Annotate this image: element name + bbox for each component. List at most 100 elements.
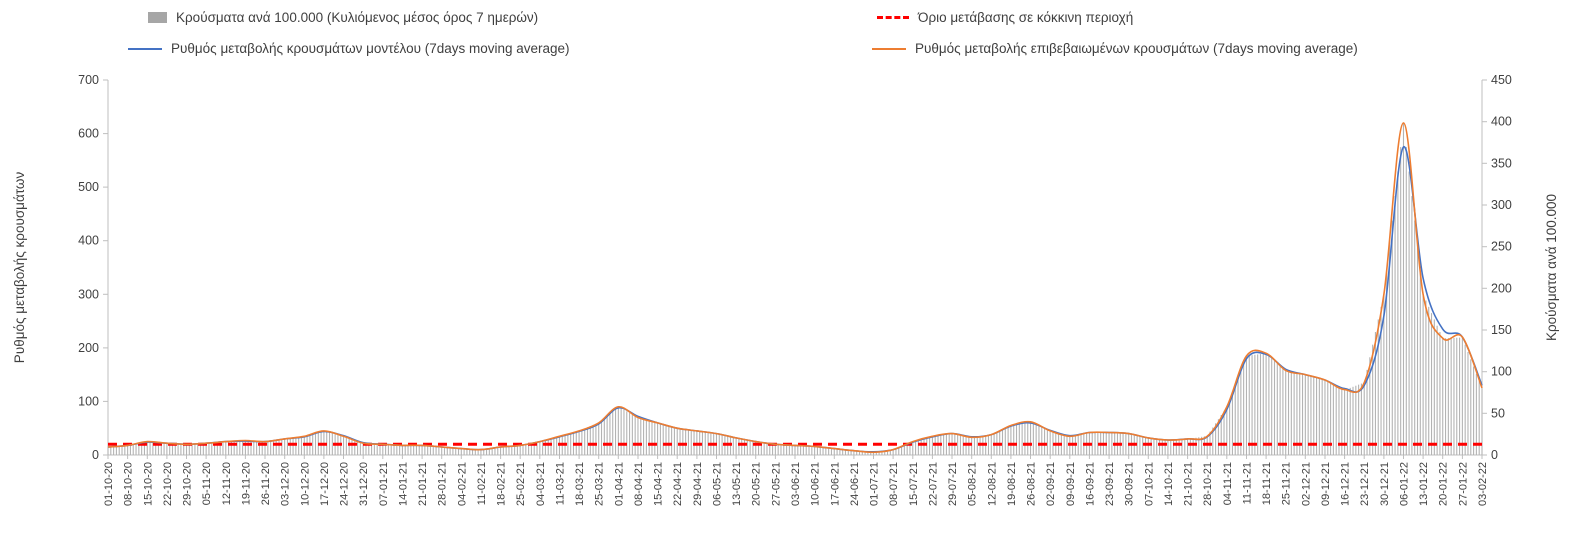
x-tick-label: 22-07-21 [927, 462, 939, 506]
x-tick-label: 28-01-21 [437, 462, 449, 506]
x-tick-label: 05-08-21 [967, 462, 979, 506]
x-tick-label: 25-03-21 [594, 462, 606, 506]
x-tick-label: 25-11-21 [1281, 462, 1293, 505]
x-tick-label: 19-11-20 [240, 462, 252, 505]
x-tick-label: 31-12-20 [358, 462, 370, 506]
legend-item-confirmed-rate: Ρυθμός μεταβολής επιβεβαιωμένων κρουσμάτ… [872, 41, 1358, 56]
legend-item-threshold: Όριο μετάβασης σε κόκκινη περιοχή [877, 10, 1133, 25]
left-tick-label: 500 [78, 180, 99, 194]
x-tick-label: 15-10-20 [142, 462, 154, 506]
x-tick-label: 24-06-21 [849, 462, 861, 506]
x-tick-label: 07-10-21 [1143, 462, 1155, 506]
right-tick-label: 250 [1491, 240, 1512, 254]
x-tick-label: 03-02-22 [1477, 462, 1489, 506]
confirmed-line-icon [872, 47, 906, 50]
right-axis: 0 50 100 150 200 250 300 350 400 450 [1482, 73, 1512, 462]
x-tick-label: 16-12-21 [1340, 462, 1352, 506]
x-tick-label: 29-07-21 [947, 462, 959, 506]
x-tick-label: 22-10-20 [162, 462, 174, 506]
x-tick-label: 12-08-21 [986, 462, 998, 506]
x-tick-label: 15-04-21 [653, 462, 665, 506]
plot-frame [107, 80, 1483, 456]
x-tick-label: 19-08-21 [1006, 462, 1018, 506]
legend-label-confirmed-rate: Ρυθμός μεταβολής επιβεβαιωμένων κρουσμάτ… [915, 41, 1358, 56]
x-tick-label: 10-06-21 [810, 462, 822, 506]
x-tick-label: 30-09-21 [1124, 462, 1136, 506]
threshold-dash-icon [877, 16, 909, 19]
x-tick-label: 10-12-20 [299, 462, 311, 506]
left-tick-label: 0 [92, 448, 99, 462]
right-tick-label: 300 [1491, 198, 1512, 212]
right-tick-label: 450 [1491, 73, 1512, 87]
x-tick-label: 09-12-21 [1320, 462, 1332, 506]
left-tick-label: 100 [78, 394, 99, 408]
x-tick-label: 06-01-22 [1399, 462, 1411, 506]
x-tick-label: 13-01-22 [1418, 462, 1430, 506]
x-tick-label: 01-04-21 [613, 462, 625, 506]
x-tick-label: 04-03-21 [535, 462, 547, 506]
x-tick-label: 05-11-20 [201, 462, 213, 505]
x-tick-label: 30-12-21 [1379, 462, 1391, 506]
x-tick-label: 21-01-21 [417, 462, 429, 506]
left-tick-label: 600 [78, 127, 99, 141]
x-tick-label: 22-04-21 [672, 462, 684, 506]
x-tick-label: 23-09-21 [1104, 462, 1116, 506]
right-tick-label: 0 [1491, 448, 1498, 462]
right-tick-label: 400 [1491, 115, 1512, 129]
x-tick-label: 08-07-21 [888, 462, 900, 506]
x-tick-label: 14-01-21 [397, 462, 409, 506]
x-tick-label: 04-11-21 [1222, 462, 1234, 505]
x-tick-label: 01-07-21 [869, 462, 881, 506]
x-tick-label: 07-01-21 [378, 462, 390, 506]
x-tick-label: 12-11-20 [221, 462, 233, 505]
legend: Κρούσματα ανά 100.000 (Κυλιόμενος μέσος … [0, 0, 1577, 70]
x-tick-label: 16-09-21 [1084, 462, 1096, 506]
x-tick-label: 24-12-20 [339, 462, 351, 506]
cases-bars-series [107, 122, 1483, 456]
x-tick-label: 01-10-20 [103, 462, 115, 506]
x-tick-label: 27-05-21 [770, 462, 782, 506]
x-tick-label: 21-10-21 [1183, 462, 1195, 506]
x-tick-label: 18-03-21 [574, 462, 586, 506]
x-tick-label: 02-09-21 [1045, 462, 1057, 506]
x-tick-label: 11-11-21 [1242, 462, 1254, 504]
legend-item-model-rate: Ρυθμός μεταβολής κρουσμάτων μοντέλου (7d… [128, 41, 570, 56]
legend-item-cases-per-100k: Κρούσματα ανά 100.000 (Κυλιόμενος μέσος … [148, 10, 538, 25]
x-tick-label: 13-05-21 [731, 462, 743, 506]
left-tick-label: 300 [78, 287, 99, 301]
right-axis-title: Κρούσματα ανά 100.000 [1544, 194, 1559, 341]
legend-label-model-rate: Ρυθμός μεταβολής κρουσμάτων μοντέλου (7d… [171, 41, 570, 56]
right-tick-label: 50 [1491, 406, 1505, 420]
x-tick-label: 08-04-21 [633, 462, 645, 506]
x-tick-label: 29-04-21 [692, 462, 704, 506]
x-tick-label: 20-05-21 [751, 462, 763, 506]
legend-label-cases-per-100k: Κρούσματα ανά 100.000 (Κυλιόμενος μέσος … [176, 10, 539, 25]
x-tick-label: 17-12-20 [319, 462, 331, 506]
x-tick-label: 26-08-21 [1026, 462, 1038, 506]
left-tick-label: 400 [78, 234, 99, 248]
x-tick-label: 02-12-21 [1300, 462, 1312, 506]
x-tick-label: 03-06-21 [790, 462, 802, 506]
left-tick-label: 200 [78, 341, 99, 355]
x-tick-label: 14-10-21 [1163, 462, 1175, 506]
x-tick-label: 28-10-21 [1202, 462, 1214, 506]
right-tick-label: 100 [1491, 365, 1512, 379]
x-tick-label: 11-03-21 [555, 462, 567, 505]
left-axis: 0 100 200 300 400 500 600 700 [78, 73, 108, 462]
x-tick-label: 18-11-21 [1261, 462, 1273, 505]
x-tick-label: 03-12-20 [280, 462, 292, 506]
x-tick-label: 26-11-20 [260, 462, 272, 505]
right-tick-label: 350 [1491, 156, 1512, 170]
left-tick-label: 700 [78, 73, 99, 87]
x-tick-label: 17-06-21 [829, 462, 841, 506]
x-tick-label: 11-02-21 [476, 462, 488, 505]
x-tick-label: 27-01-22 [1457, 462, 1469, 506]
x-tick-label: 06-05-21 [712, 462, 724, 506]
x-tick-label: 18-02-21 [496, 462, 508, 506]
x-tick-label: 08-10-20 [123, 462, 135, 506]
confirmed-rate-line [107, 122, 1483, 454]
model-rate-line [107, 146, 1483, 453]
x-tick-label: 20-01-22 [1438, 462, 1450, 506]
